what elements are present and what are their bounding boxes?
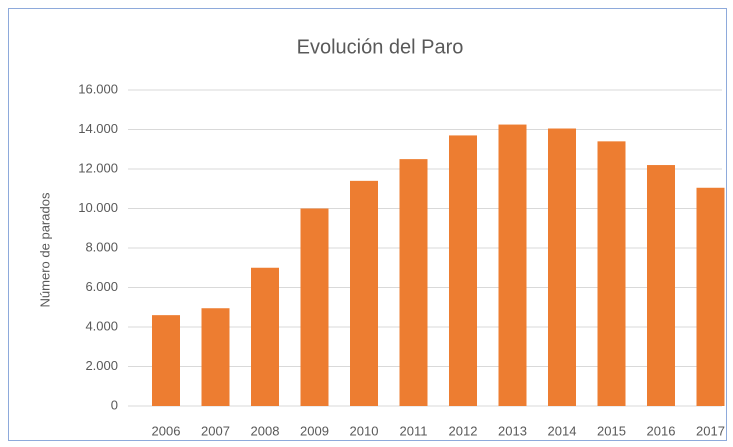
x-tick-label: 2007 <box>201 423 230 438</box>
bar <box>201 308 230 406</box>
bar <box>696 187 725 406</box>
x-tick-label: 2015 <box>597 423 626 438</box>
x-tick-label: 2008 <box>251 423 280 438</box>
y-tick-label: 10.000 <box>78 200 118 215</box>
x-tick-label: 2016 <box>647 423 676 438</box>
bar <box>449 135 477 407</box>
y-tick-label: 6.000 <box>85 279 118 294</box>
bar <box>300 208 329 406</box>
bar <box>647 165 675 406</box>
bar <box>251 267 279 406</box>
x-tick-label: 2009 <box>300 423 329 438</box>
x-tick-label: 2013 <box>498 423 527 438</box>
y-tick-label: 16.000 <box>78 81 118 96</box>
bar <box>152 315 180 406</box>
y-tick-label: 2.000 <box>85 358 118 373</box>
x-tick-label: 2017 <box>696 423 725 438</box>
y-tick-label: 14.000 <box>78 121 118 136</box>
x-tick-label: 2011 <box>400 423 428 438</box>
x-tick-label: 2014 <box>548 423 577 438</box>
bar <box>597 141 626 406</box>
x-tick-label: 2006 <box>152 423 181 438</box>
bar <box>498 124 527 406</box>
bar <box>350 180 378 406</box>
x-tick-label: 2010 <box>350 423 379 438</box>
bar <box>548 128 576 406</box>
y-tick-label: 0 <box>111 397 118 412</box>
y-axis-label: Número de parados <box>37 192 52 307</box>
y-tick-label: 4.000 <box>85 318 118 333</box>
y-tick-label: 8.000 <box>85 239 118 254</box>
x-tick-label: 2012 <box>449 423 478 438</box>
chart-title: Evolución del Paro <box>297 36 464 58</box>
bar <box>399 159 428 406</box>
y-tick-label: 12.000 <box>78 160 118 175</box>
